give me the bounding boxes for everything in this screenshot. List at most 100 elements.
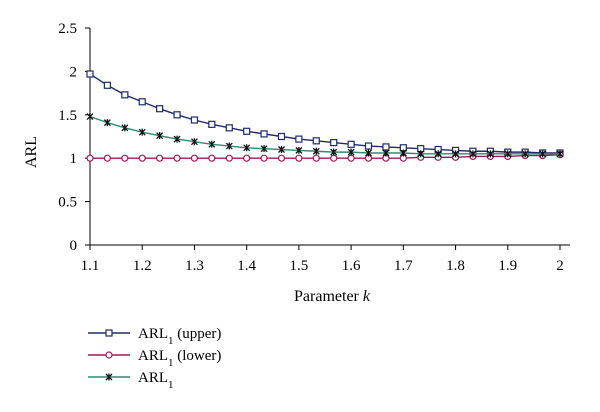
data-point <box>156 132 164 140</box>
data-point <box>382 143 390 151</box>
data-point <box>295 146 303 154</box>
x-tick-label: 2 <box>556 258 564 274</box>
x-tick-label: 1.5 <box>290 258 309 274</box>
data-point <box>243 154 251 162</box>
series-line <box>89 115 560 155</box>
data-point <box>330 154 338 162</box>
data-point <box>539 150 547 158</box>
legend-marker <box>105 351 113 359</box>
legend: ARL1 (upper)ARL1 (lower)ARL1 <box>88 326 221 391</box>
data-point <box>86 113 94 121</box>
data-point <box>330 148 338 156</box>
x-axis-title: Parameter k <box>294 288 371 305</box>
data-point <box>156 154 164 162</box>
axes <box>89 28 570 246</box>
data-point <box>86 154 94 162</box>
x-tick-label: 1.4 <box>237 258 256 274</box>
legend-item-2: ARL1 <box>88 370 174 391</box>
data-point <box>190 154 199 162</box>
data-point <box>173 154 181 162</box>
data-point <box>278 146 285 154</box>
data-point <box>225 124 233 132</box>
x-tick-label: 1.6 <box>342 258 361 274</box>
data-point <box>434 150 442 158</box>
legend-label: ARL1 (lower) <box>138 348 221 369</box>
x-axis-title-text: Parameter <box>294 288 360 305</box>
data-point <box>312 154 320 162</box>
y-tick-label: 0 <box>70 238 78 254</box>
data-point <box>121 91 129 99</box>
data-point <box>486 150 494 158</box>
data-point <box>86 70 94 78</box>
x-axis-title-italic: k <box>363 288 371 305</box>
ticks: 0 0.5 1 1.5 2 2.5 1.1 1.2 1.3 1.4 1.5 1.6 1.7 1.8 1.9 2 <box>58 21 564 274</box>
data-point <box>417 150 425 158</box>
data-point <box>399 149 407 157</box>
series-group <box>86 70 564 162</box>
data-point <box>138 154 146 162</box>
legend-marker <box>105 329 113 337</box>
data-point <box>452 150 460 158</box>
data-point <box>103 81 111 89</box>
data-point <box>260 154 268 162</box>
legend-label: ARL1 <box>138 370 174 391</box>
data-point <box>190 138 198 146</box>
y-tick-label: 2.5 <box>58 21 77 37</box>
y-tick-label: 1.5 <box>58 108 77 124</box>
data-point <box>243 127 251 135</box>
legend-item-1: ARL1 (lower) <box>88 348 221 369</box>
data-point <box>190 116 199 124</box>
data-point <box>225 142 233 150</box>
legend-marker <box>105 373 113 381</box>
x-tick-label: 1.8 <box>446 258 465 274</box>
data-point <box>295 135 303 143</box>
data-point <box>277 132 286 141</box>
data-point <box>382 149 390 157</box>
data-point <box>208 120 216 128</box>
data-point <box>277 154 286 162</box>
data-point <box>504 150 512 158</box>
data-point <box>347 140 355 148</box>
data-point <box>243 144 251 152</box>
series-0 <box>86 70 564 157</box>
data-point <box>103 119 111 127</box>
y-tick-label: 2 <box>70 64 78 80</box>
data-point <box>208 140 216 148</box>
x-tick-label: 1.3 <box>185 258 204 274</box>
y-axis-title: ARL <box>23 136 40 168</box>
data-point <box>364 142 373 150</box>
x-tick-label: 1.1 <box>81 258 100 274</box>
data-point <box>347 148 355 156</box>
legend-label: ARL1 (upper) <box>138 326 221 347</box>
series-line <box>90 154 561 159</box>
data-point <box>173 135 181 143</box>
data-point <box>260 130 268 138</box>
data-point <box>121 124 129 132</box>
data-point <box>225 154 233 162</box>
legend-item-0: ARL1 (upper) <box>88 326 221 347</box>
data-point <box>521 150 529 158</box>
data-point <box>173 111 181 119</box>
data-point <box>138 128 146 136</box>
data-point <box>121 154 129 162</box>
data-point <box>312 137 320 145</box>
data-point <box>260 145 268 153</box>
data-point <box>312 147 320 155</box>
x-tick-label: 1.9 <box>498 258 517 274</box>
data-point <box>156 105 164 113</box>
y-tick-label: 0.5 <box>58 195 77 211</box>
x-tick-label: 1.7 <box>394 258 413 274</box>
data-point <box>295 154 303 162</box>
series-line <box>89 73 560 154</box>
data-point <box>347 154 355 162</box>
x-tick-label: 1.2 <box>133 258 152 274</box>
data-point <box>365 149 372 157</box>
y-tick-label: 1 <box>70 151 78 167</box>
data-point <box>138 98 146 106</box>
data-point <box>330 138 338 147</box>
series-2 <box>86 113 564 158</box>
data-point <box>469 150 477 158</box>
data-point <box>103 154 111 162</box>
data-point <box>208 154 216 162</box>
